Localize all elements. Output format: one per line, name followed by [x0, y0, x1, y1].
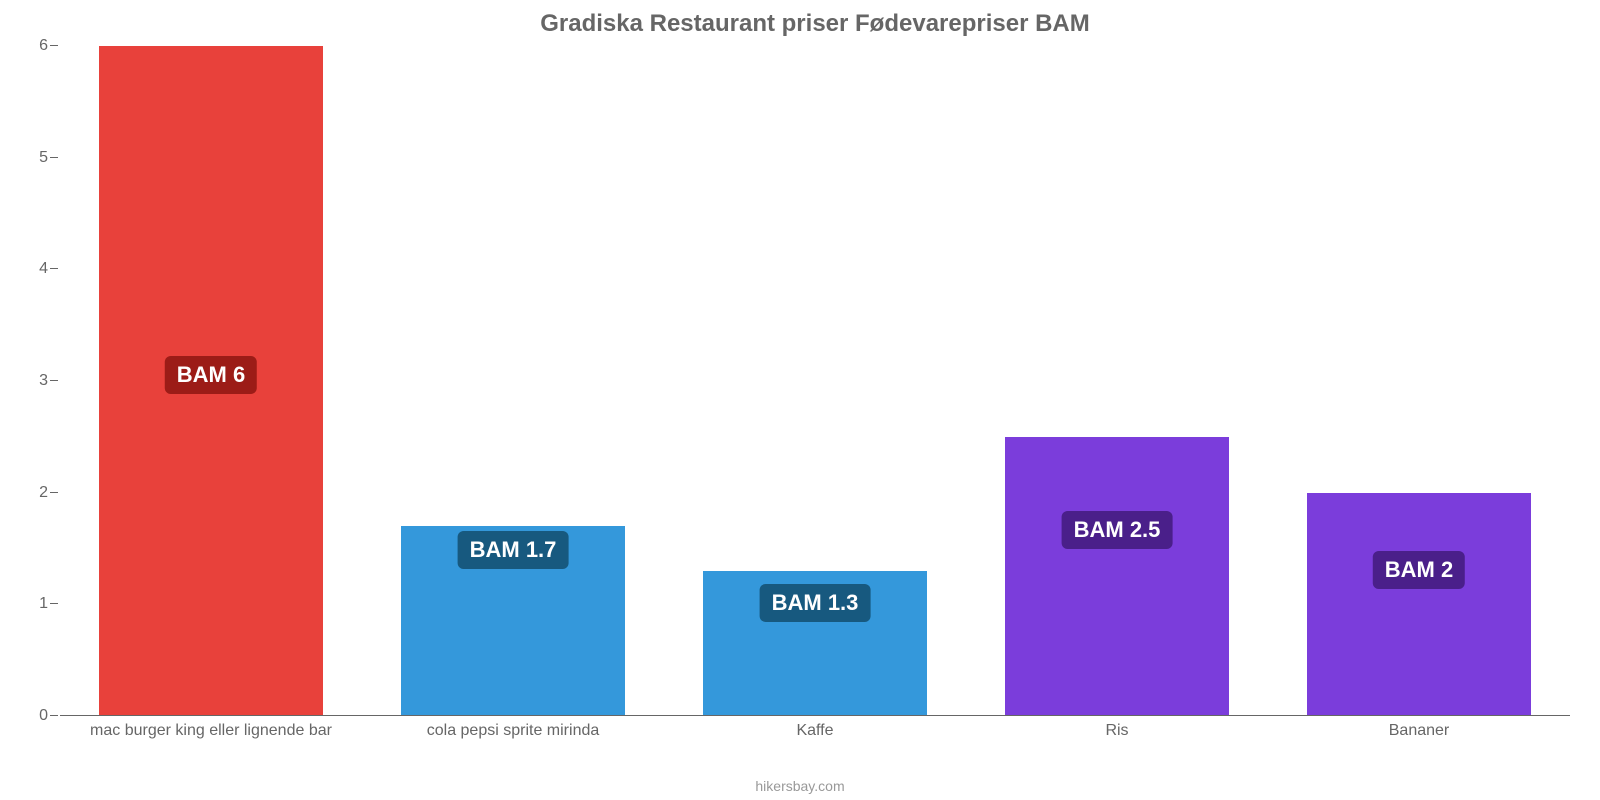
y-tick-label: 1 — [20, 595, 48, 613]
y-tick-label: 3 — [20, 372, 48, 390]
bar: BAM 6 — [99, 46, 322, 716]
y-tick-mark — [50, 45, 58, 46]
y-tick-label: 2 — [20, 484, 48, 502]
bar-slot: BAM 2 — [1268, 46, 1570, 716]
chart-title: Gradiska Restaurant priser Fødevareprise… — [60, 10, 1570, 38]
x-axis-label: Ris — [966, 722, 1268, 740]
y-tick-label: 0 — [20, 707, 48, 725]
y-tick-mark — [50, 268, 58, 269]
bar: BAM 2 — [1307, 493, 1530, 716]
y-tick-mark — [50, 492, 58, 493]
value-badge: BAM 1.7 — [458, 531, 569, 569]
x-axis-label: mac burger king eller lignende bar — [60, 722, 362, 740]
bar: BAM 2.5 — [1005, 437, 1228, 716]
y-tick-mark — [50, 603, 58, 604]
value-badge: BAM 6 — [165, 356, 257, 394]
y-tick-mark — [50, 380, 58, 381]
y-tick-mark — [50, 715, 58, 716]
value-badge: BAM 2 — [1373, 551, 1465, 589]
y-tick-mark — [50, 157, 58, 158]
x-axis-label: cola pepsi sprite mirinda — [362, 722, 664, 740]
bar-slot: BAM 1.3 — [664, 46, 966, 716]
y-tick-label: 4 — [20, 260, 48, 278]
bars-area: BAM 6 BAM 1.7 BAM 1.3 BAM 2.5 BAM 2 — [60, 46, 1570, 716]
plot-area: 0123456 BAM 6BAM 1.7BAM 1.3BAM 2.5BAM 2 — [60, 46, 1570, 716]
bar-slot: BAM 1.7 — [362, 46, 664, 716]
bar: BAM 1.3 — [703, 571, 926, 716]
y-tick-label: 5 — [20, 149, 48, 167]
value-badge: BAM 2.5 — [1062, 511, 1173, 549]
x-axis-line — [60, 715, 1570, 716]
bar-slot: BAM 2.5 — [966, 46, 1268, 716]
x-axis-labels: mac burger king eller lignende barcola p… — [60, 722, 1570, 740]
x-axis-label: Bananer — [1268, 722, 1570, 740]
value-badge: BAM 1.3 — [760, 584, 871, 622]
price-bar-chart: Gradiska Restaurant priser Fødevareprise… — [0, 0, 1600, 800]
bar: BAM 1.7 — [401, 526, 624, 716]
y-tick-label: 6 — [20, 37, 48, 55]
chart-footer: hikersbay.com — [0, 778, 1600, 794]
x-axis-label: Kaffe — [664, 722, 966, 740]
y-axis: 0123456 — [50, 46, 60, 716]
bar-slot: BAM 6 — [60, 46, 362, 716]
